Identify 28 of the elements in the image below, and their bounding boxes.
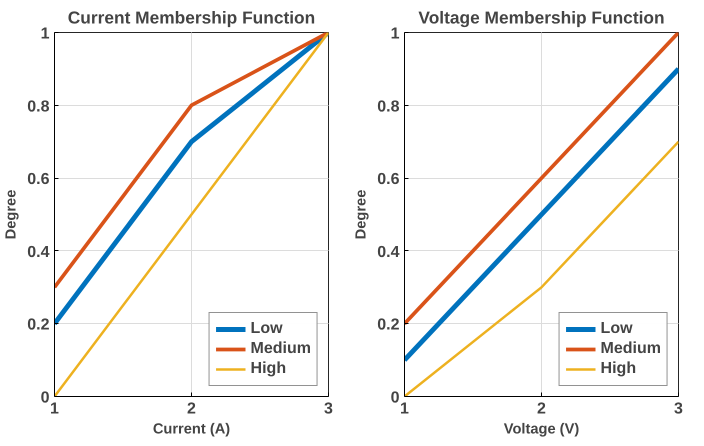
y-tick-label: 0.8 [377, 98, 400, 116]
x-tick-label: 2 [537, 400, 546, 418]
y-tick-label: 0.6 [377, 171, 400, 188]
legend-label: High [600, 360, 636, 378]
x-tick-label: 3 [674, 400, 684, 418]
y-tick-label: 0.8 [27, 98, 50, 116]
y-tick-label: 1 [390, 26, 400, 42]
legend-label: High [250, 360, 286, 378]
y-axis-title: Degree [353, 190, 370, 240]
y-tick-label: 0.2 [27, 316, 50, 334]
x-axis-title: Voltage (V) [504, 422, 580, 438]
x-axis-title: Current (A) [152, 422, 230, 438]
x-tick-label: 3 [324, 400, 334, 418]
legend-label: Medium [600, 340, 661, 358]
chart-title: Voltage Membership Function [418, 8, 665, 28]
x-tick-label: 2 [187, 400, 196, 418]
y-tick-label: 0.4 [27, 244, 50, 261]
chart-title: Current Membership Function [68, 8, 316, 28]
y-tick-label: 0 [390, 390, 400, 406]
y-tick-label: 0 [40, 390, 50, 406]
legend-label: Low [600, 320, 633, 338]
y-tick-label: 1 [40, 26, 50, 42]
y-tick-label: 0.2 [377, 316, 400, 334]
legend-label: Low [250, 320, 283, 338]
y-axis-title: Degree [3, 190, 20, 240]
y-tick-label: 0.6 [27, 171, 50, 188]
legend-label: Medium [250, 340, 311, 358]
y-tick-label: 0.4 [377, 244, 400, 261]
